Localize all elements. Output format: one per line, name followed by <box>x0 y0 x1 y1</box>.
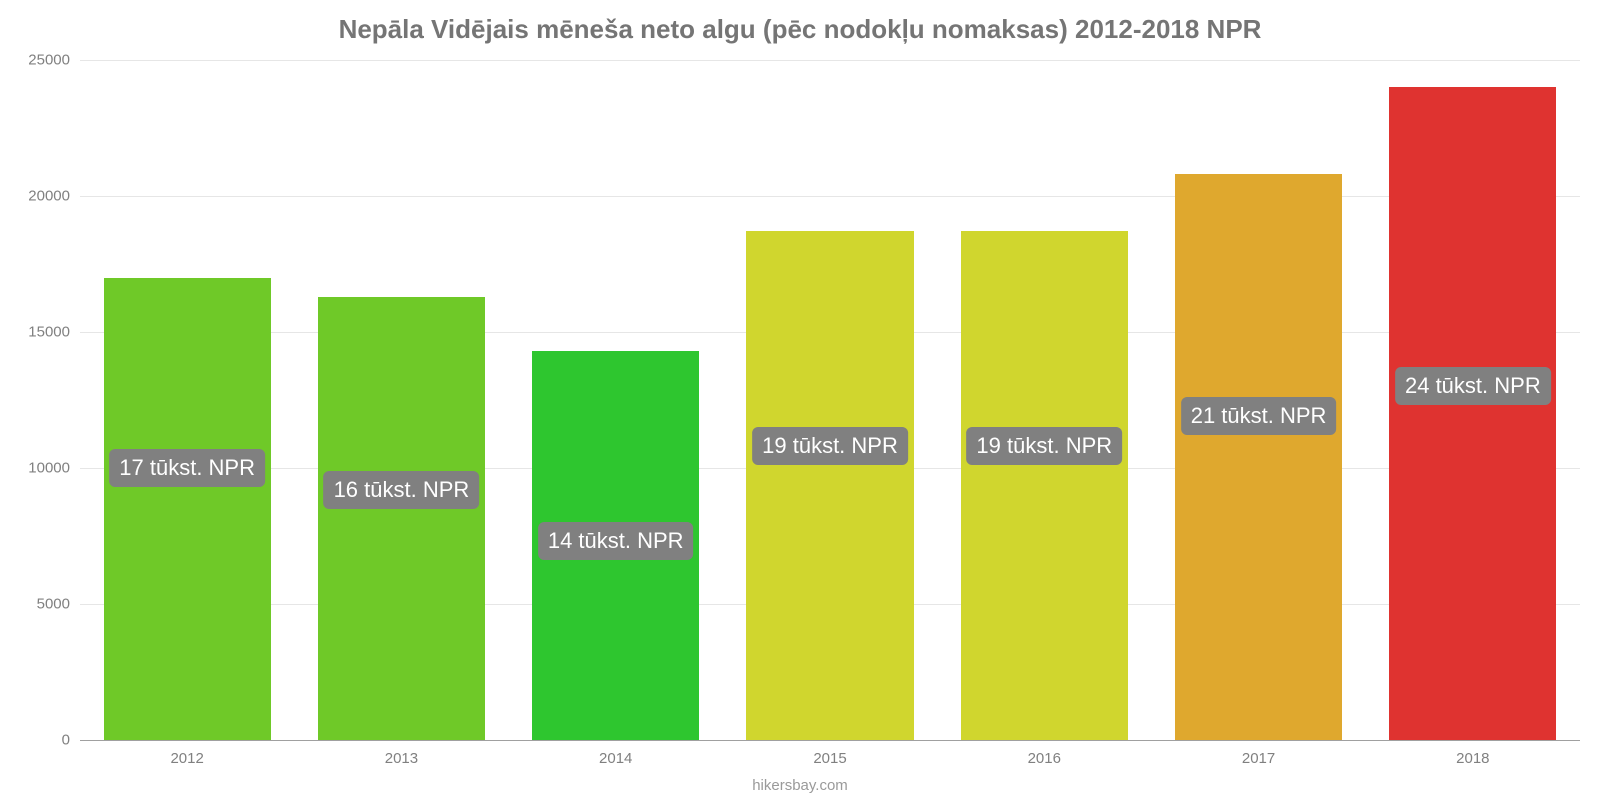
attribution-text: hikersbay.com <box>0 777 1600 794</box>
bar-value-label: 19 tūkst. NPR <box>752 427 908 465</box>
bar <box>318 297 485 740</box>
x-tick-label: 2017 <box>1242 740 1275 767</box>
y-tick-label: 0 <box>62 732 80 749</box>
bar <box>1175 174 1342 740</box>
chart-title: Nepāla Vidējais mēneša neto algu (pēc no… <box>0 0 1600 45</box>
y-tick-label: 20000 <box>28 188 80 205</box>
bar <box>961 231 1128 740</box>
x-tick-label: 2012 <box>170 740 203 767</box>
plot-area: 0500010000150002000025000201217 tūkst. N… <box>80 60 1580 740</box>
y-tick-label: 15000 <box>28 324 80 341</box>
chart-container: Nepāla Vidējais mēneša neto algu (pēc no… <box>0 0 1600 800</box>
bar <box>104 278 271 740</box>
y-tick-label: 25000 <box>28 52 80 69</box>
x-tick-label: 2018 <box>1456 740 1489 767</box>
bar-value-label: 24 tūkst. NPR <box>1395 367 1551 405</box>
gridline <box>80 196 1580 197</box>
x-tick-label: 2016 <box>1028 740 1061 767</box>
bar-value-label: 21 tūkst. NPR <box>1181 397 1337 435</box>
x-tick-label: 2013 <box>385 740 418 767</box>
gridline <box>80 60 1580 61</box>
bar-value-label: 14 tūkst. NPR <box>538 522 694 560</box>
bar <box>746 231 913 740</box>
bar-value-label: 19 tūkst. NPR <box>966 427 1122 465</box>
y-tick-label: 10000 <box>28 460 80 477</box>
bar-value-label: 17 tūkst. NPR <box>109 449 265 487</box>
bar-value-label: 16 tūkst. NPR <box>324 471 480 509</box>
bar <box>1389 87 1556 740</box>
x-tick-label: 2015 <box>813 740 846 767</box>
y-tick-label: 5000 <box>37 596 80 613</box>
x-tick-label: 2014 <box>599 740 632 767</box>
